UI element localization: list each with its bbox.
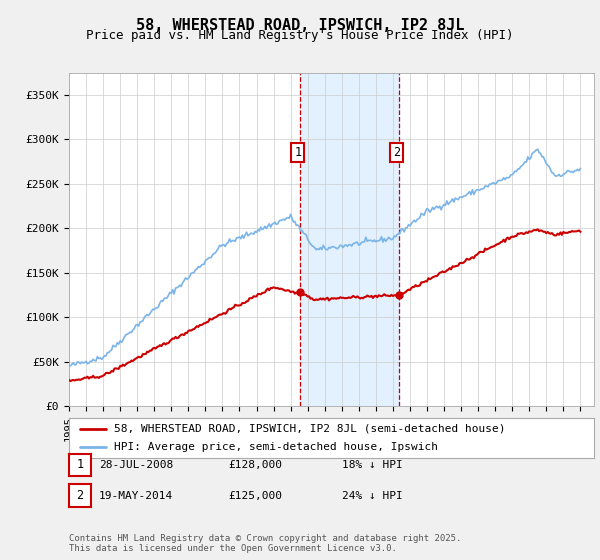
Text: 2: 2 — [76, 489, 83, 502]
Text: £128,000: £128,000 — [228, 460, 282, 470]
Text: Price paid vs. HM Land Registry's House Price Index (HPI): Price paid vs. HM Land Registry's House … — [86, 29, 514, 42]
Text: 1: 1 — [76, 458, 83, 472]
Text: HPI: Average price, semi-detached house, Ipswich: HPI: Average price, semi-detached house,… — [113, 442, 437, 452]
Text: 2: 2 — [393, 146, 400, 159]
Text: 24% ↓ HPI: 24% ↓ HPI — [342, 491, 403, 501]
Text: £125,000: £125,000 — [228, 491, 282, 501]
Text: 18% ↓ HPI: 18% ↓ HPI — [342, 460, 403, 470]
Text: 58, WHERSTEAD ROAD, IPSWICH, IP2 8JL: 58, WHERSTEAD ROAD, IPSWICH, IP2 8JL — [136, 18, 464, 33]
Text: 28-JUL-2008: 28-JUL-2008 — [99, 460, 173, 470]
Text: 58, WHERSTEAD ROAD, IPSWICH, IP2 8JL (semi-detached house): 58, WHERSTEAD ROAD, IPSWICH, IP2 8JL (se… — [113, 424, 505, 433]
Text: 1: 1 — [294, 146, 301, 159]
Text: Contains HM Land Registry data © Crown copyright and database right 2025.
This d: Contains HM Land Registry data © Crown c… — [69, 534, 461, 553]
Text: 19-MAY-2014: 19-MAY-2014 — [99, 491, 173, 501]
Bar — [301, 73, 400, 406]
